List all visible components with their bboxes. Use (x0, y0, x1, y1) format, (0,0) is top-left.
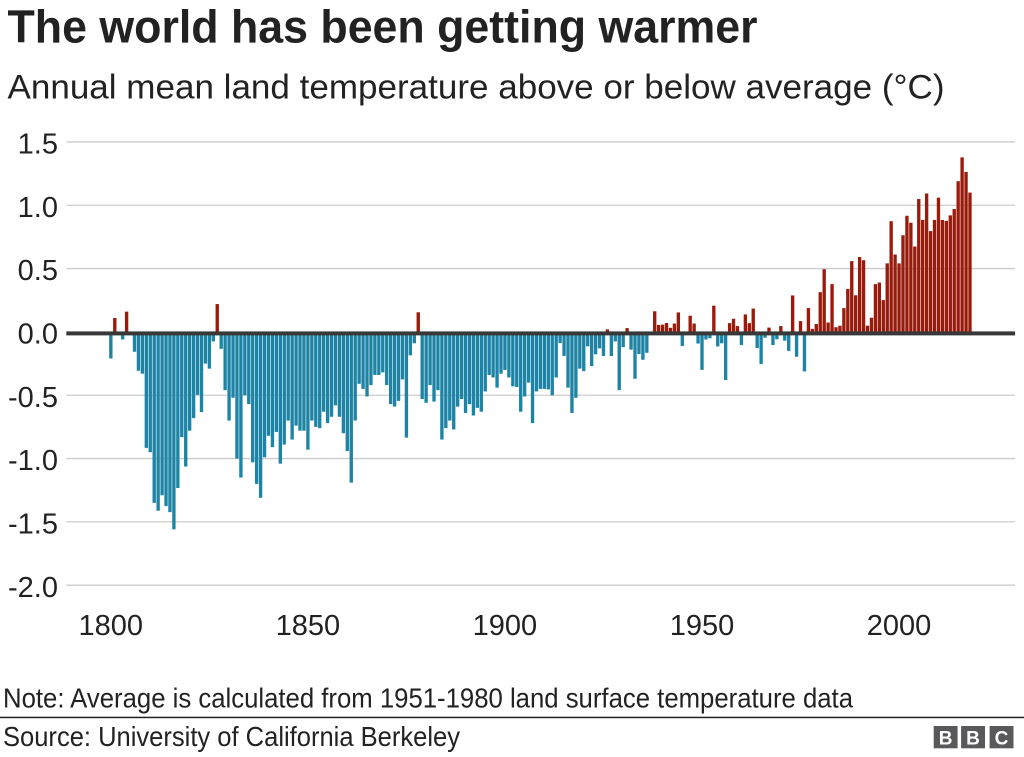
svg-text:1.0: 1.0 (18, 192, 58, 224)
svg-text:1850: 1850 (276, 610, 341, 642)
svg-text:1900: 1900 (473, 610, 538, 642)
svg-text:-2.0: -2.0 (8, 572, 58, 604)
svg-text:-1.0: -1.0 (8, 445, 58, 477)
svg-text:2000: 2000 (867, 610, 932, 642)
svg-text:1.5: 1.5 (18, 129, 58, 161)
svg-text:-1.5: -1.5 (8, 508, 58, 540)
svg-text:The world has been getting war: The world has been getting warmer (8, 1, 758, 53)
svg-text:Note: Average is calculated fr: Note: Average is calculated from 1951-19… (3, 683, 853, 714)
svg-text:Source: University of Californ: Source: University of California Berkele… (3, 721, 460, 752)
svg-text:0.0: 0.0 (18, 319, 58, 351)
svg-text:C: C (995, 729, 1009, 750)
svg-text:-0.5: -0.5 (8, 382, 58, 414)
svg-text:0.5: 0.5 (18, 255, 58, 287)
svg-text:B: B (966, 729, 980, 750)
svg-text:1800: 1800 (79, 610, 144, 642)
svg-text:1950: 1950 (670, 610, 735, 642)
svg-text:B: B (939, 729, 953, 750)
svg-text:Annual mean land temperature a: Annual mean land temperature above or be… (8, 68, 945, 106)
